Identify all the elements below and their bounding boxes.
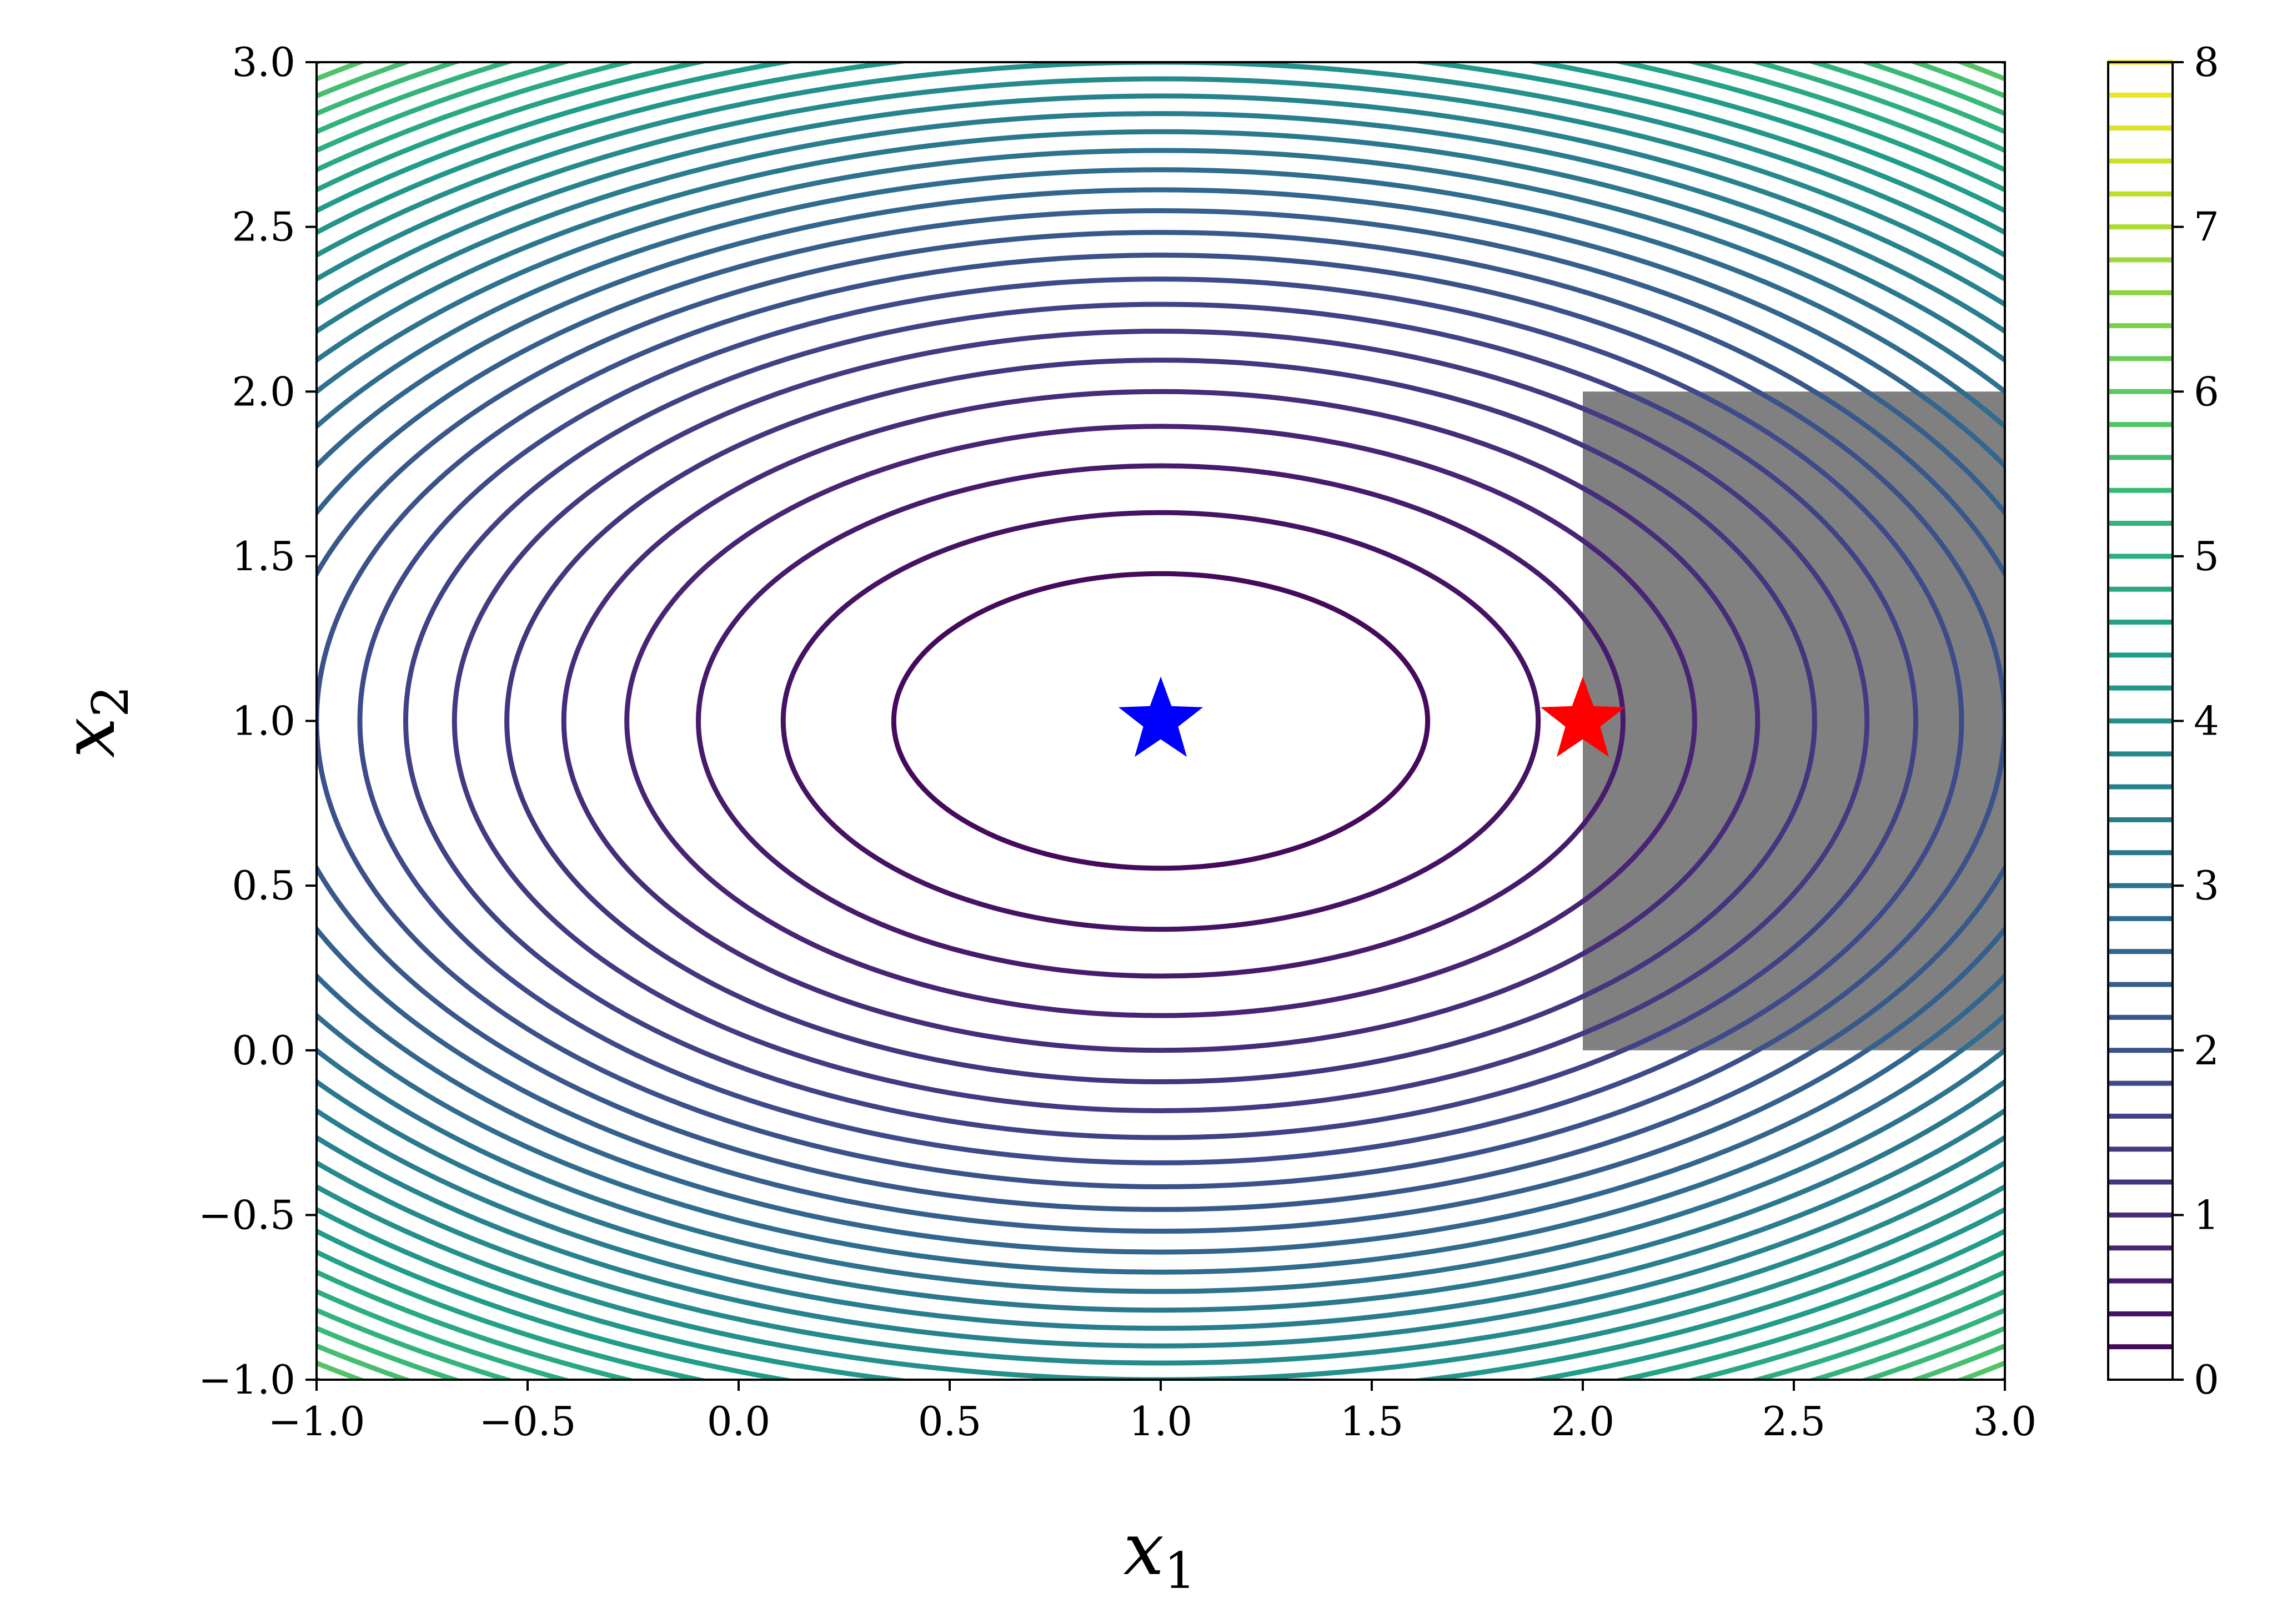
y-axis-label-subscript: 2	[82, 686, 140, 717]
contour-line-3	[624, 424, 1697, 1018]
colorbar-tick-label-1: 1	[2194, 1191, 2219, 1238]
marker-star-1	[1540, 676, 1626, 757]
marker-star-0	[1118, 676, 1203, 757]
x-tick-label-3: 0.5	[918, 1398, 982, 1445]
x-tick-label-6: 2.0	[1551, 1398, 1615, 1445]
colorbar-tick-label-7: 7	[2194, 204, 2219, 250]
y-axis-label-main: x	[47, 717, 131, 758]
colorbar: 0 1 2 3 4 5 6 7 8	[2107, 39, 2219, 1403]
x-axis-label-main: x	[1124, 1507, 1164, 1591]
contour-line-9	[317, 253, 2005, 1189]
contour-line-16	[317, 111, 2005, 1331]
y-tick-label-2: 0.0	[232, 1027, 295, 1074]
y-tick-label-3: 0.5	[232, 862, 295, 909]
x-tick-label-0: −1.0	[268, 1398, 365, 1445]
y-axis-ticks: −1.0 −0.5 0.0 0.5 1.0 1.5 2.0 2.5 3.0	[198, 39, 317, 1403]
markers-layer	[1118, 676, 1626, 757]
contour-line-15	[317, 129, 2005, 1313]
colorbar-tick-label-0: 0	[2194, 1356, 2219, 1403]
feasible-region	[1583, 391, 2005, 1050]
x-tick-label-5: 1.5	[1340, 1398, 1404, 1445]
colorbar-tick-label-2: 2	[2194, 1027, 2219, 1074]
y-tick-label-7: 2.5	[232, 204, 295, 250]
contour-line-7	[403, 301, 1919, 1140]
y-tick-label-6: 2.0	[232, 368, 295, 415]
contour-line-13	[317, 167, 2005, 1275]
colorbar-tick-label-4: 4	[2194, 698, 2219, 745]
contour-line-6	[452, 329, 1870, 1113]
y-axis-label: x2	[47, 686, 140, 758]
contour-line-5	[504, 358, 1817, 1084]
x-tick-label-1: −0.5	[479, 1398, 576, 1445]
x-tick-label-8: 3.0	[1973, 1398, 2037, 1445]
contour-line-2	[695, 463, 1626, 979]
contour-line-18	[317, 76, 2005, 1366]
contour-line-12	[317, 187, 2005, 1255]
colorbar-tick-label-3: 3	[2194, 862, 2219, 909]
y-tick-label-4: 1.0	[232, 698, 295, 745]
contour-line-10	[317, 230, 2005, 1212]
feasible-region-layer	[1583, 391, 2005, 1050]
x-tick-label-7: 2.5	[1762, 1398, 1826, 1445]
contour-line-8	[357, 276, 1964, 1165]
y-tick-label-8: 3.0	[232, 39, 295, 86]
colorbar-tick-label-5: 5	[2194, 533, 2219, 580]
x-axis-ticks: −1.0 −0.5 0.0 0.5 1.0 1.5 2.0 2.5 3.0	[268, 1380, 2037, 1445]
y-tick-label-0: −1.0	[198, 1356, 295, 1403]
contour-line-17	[317, 93, 2005, 1349]
y-tick-label-1: −0.5	[198, 1191, 295, 1238]
colorbar-tick-label-8: 8	[2194, 39, 2219, 86]
x-tick-label-2: 0.0	[707, 1398, 771, 1445]
contour-line-14	[317, 148, 2005, 1294]
contour-line-0	[891, 571, 1431, 871]
x-tick-label-4: 1.0	[1129, 1398, 1193, 1445]
x-axis-label-subscript: 1	[1164, 1542, 1196, 1600]
contour-line-1	[780, 510, 1541, 932]
contour-line-11	[317, 208, 2005, 1234]
contour-line-4	[561, 389, 1761, 1053]
y-tick-label-5: 1.5	[232, 533, 295, 580]
x-axis-label: x1	[1124, 1507, 1196, 1600]
colorbar-tick-label-6: 6	[2194, 368, 2219, 415]
